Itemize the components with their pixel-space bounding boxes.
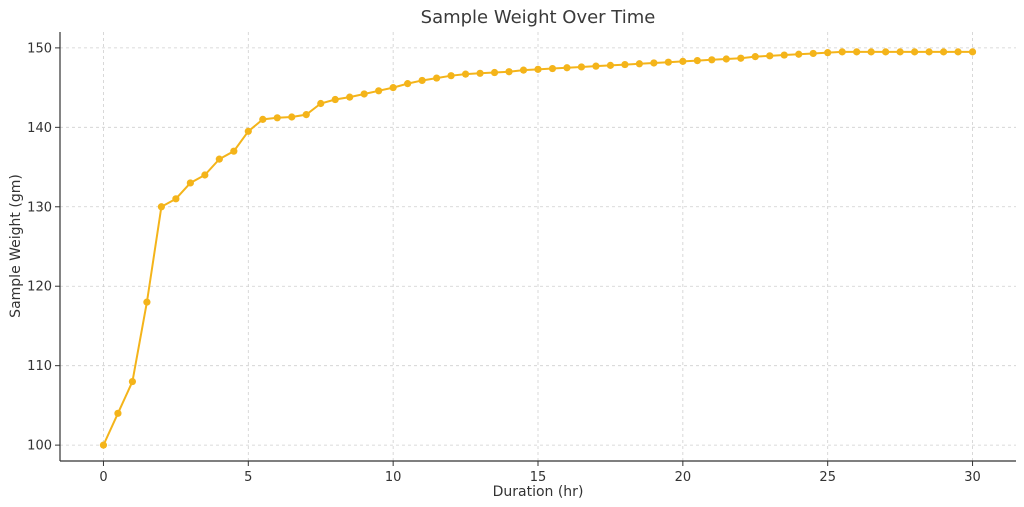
data-point bbox=[476, 69, 484, 77]
data-point bbox=[577, 63, 586, 71]
data-point bbox=[128, 377, 137, 386]
y-tick-label: 110 bbox=[27, 359, 52, 374]
data-point bbox=[838, 48, 846, 56]
x-tick-label: 10 bbox=[385, 470, 402, 485]
x-axis-ticks: 0 5 10 15 20 25 30 bbox=[99, 461, 981, 485]
data-point bbox=[433, 74, 441, 82]
data-point bbox=[346, 93, 354, 101]
y-tick-label: 120 bbox=[27, 280, 52, 295]
data-point bbox=[534, 65, 542, 73]
data-point bbox=[99, 441, 108, 449]
x-tick-label: 15 bbox=[530, 470, 547, 485]
data-point bbox=[824, 49, 832, 57]
data-point bbox=[650, 59, 658, 67]
data-point bbox=[259, 115, 267, 123]
data-point bbox=[867, 48, 875, 56]
data-point bbox=[896, 48, 904, 56]
grid bbox=[60, 32, 1016, 461]
data-point bbox=[592, 62, 600, 70]
data-point bbox=[519, 66, 528, 74]
axes bbox=[59, 32, 1016, 462]
data-point bbox=[954, 48, 962, 56]
data-point bbox=[418, 76, 426, 85]
data-point bbox=[230, 147, 238, 155]
data-point bbox=[331, 95, 339, 104]
y-tick-label: 140 bbox=[27, 121, 52, 136]
data-point bbox=[114, 409, 122, 417]
data-point bbox=[708, 56, 716, 64]
data-point bbox=[288, 113, 296, 121]
x-tick-label: 5 bbox=[244, 470, 252, 485]
data-point bbox=[722, 55, 730, 63]
data-point bbox=[939, 48, 948, 56]
data-point bbox=[968, 48, 977, 56]
data-point bbox=[404, 80, 412, 88]
series bbox=[99, 48, 977, 449]
data-point bbox=[882, 48, 890, 56]
data-point bbox=[505, 68, 513, 76]
data-point bbox=[490, 68, 499, 77]
data-point bbox=[548, 64, 557, 73]
data-point bbox=[273, 114, 281, 122]
data-point bbox=[143, 298, 151, 306]
data-point bbox=[925, 48, 933, 56]
chart-title: Sample Weight Over Time bbox=[421, 7, 656, 28]
x-tick-label: 30 bbox=[964, 470, 981, 485]
data-point bbox=[201, 171, 209, 179]
data-point bbox=[911, 48, 919, 56]
y-tick-label: 150 bbox=[27, 41, 52, 56]
data-point bbox=[737, 54, 745, 62]
data-point bbox=[853, 48, 861, 56]
x-tick-label: 0 bbox=[99, 470, 107, 485]
data-point bbox=[766, 52, 774, 60]
data-point bbox=[621, 60, 629, 69]
data-point bbox=[563, 64, 571, 72]
data-point bbox=[375, 87, 383, 95]
data-point bbox=[693, 57, 701, 65]
y-axis-label: Sample Weight (gm) bbox=[8, 174, 24, 318]
data-point bbox=[751, 53, 759, 61]
data-point bbox=[635, 60, 643, 68]
y-tick-label: 130 bbox=[27, 200, 52, 215]
data-point bbox=[780, 51, 788, 59]
data-point bbox=[360, 90, 368, 98]
x-axis-label: Duration (hr) bbox=[493, 484, 584, 500]
data-point bbox=[447, 72, 455, 80]
data-point bbox=[157, 203, 165, 211]
data-point bbox=[606, 61, 615, 69]
data-point bbox=[809, 49, 817, 58]
data-point bbox=[664, 58, 672, 66]
data-point bbox=[317, 99, 325, 108]
data-point bbox=[215, 155, 223, 163]
data-point bbox=[461, 70, 470, 78]
data-point bbox=[186, 179, 194, 187]
data-point bbox=[795, 50, 803, 58]
x-tick-label: 25 bbox=[819, 470, 836, 485]
data-point bbox=[389, 84, 397, 92]
data-point bbox=[244, 127, 252, 135]
y-axis-ticks: 100 110 120 130 140 150 bbox=[27, 41, 60, 454]
data-point bbox=[172, 195, 180, 203]
data-point bbox=[679, 57, 687, 65]
data-point bbox=[302, 111, 310, 119]
x-tick-label: 20 bbox=[675, 470, 692, 485]
y-tick-label: 100 bbox=[27, 439, 52, 454]
